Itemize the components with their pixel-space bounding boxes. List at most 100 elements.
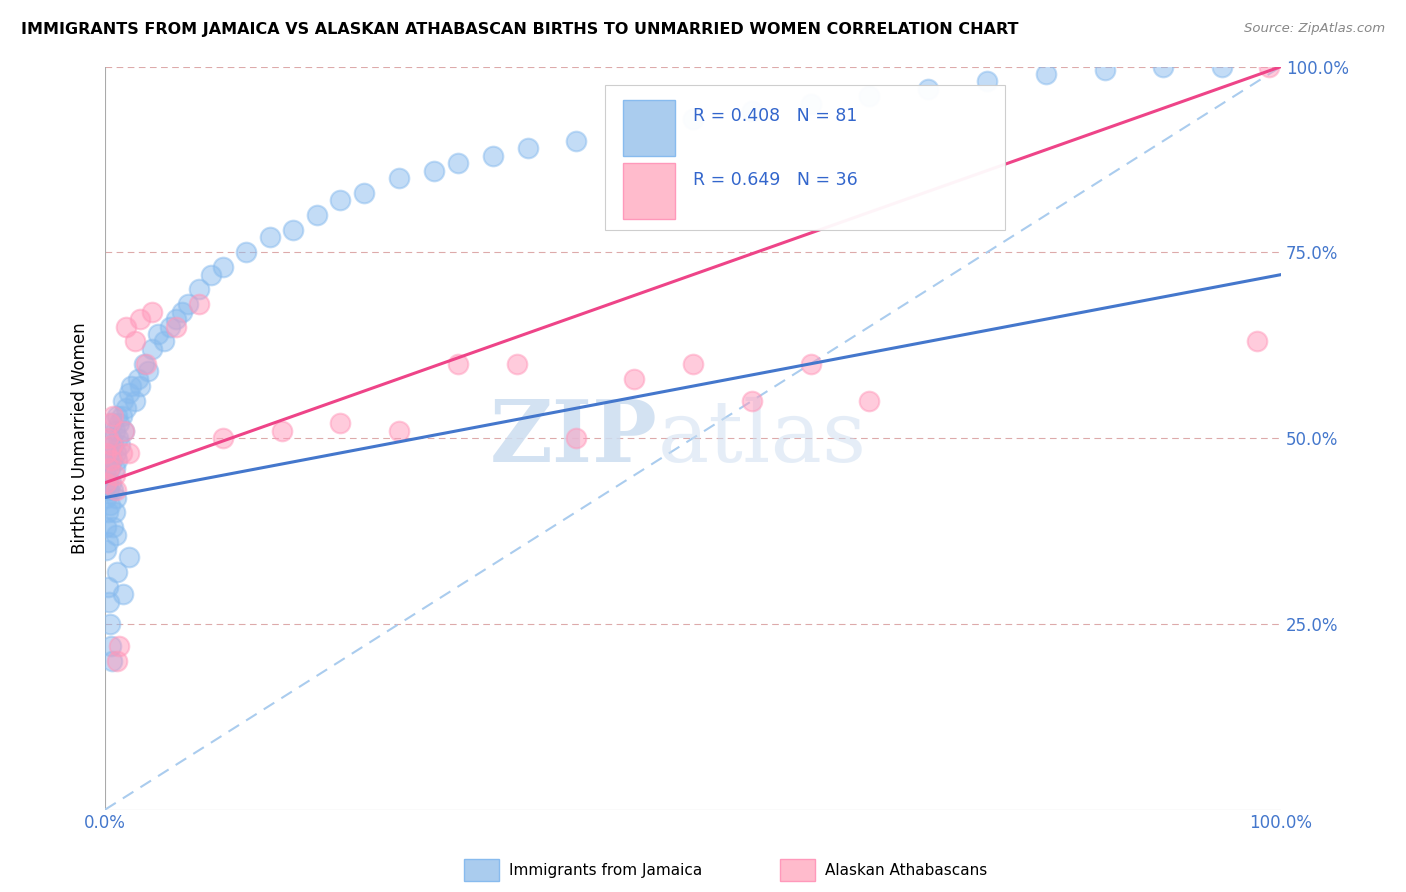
Text: IMMIGRANTS FROM JAMAICA VS ALASKAN ATHABASCAN BIRTHS TO UNMARRIED WOMEN CORRELAT: IMMIGRANTS FROM JAMAICA VS ALASKAN ATHAB… <box>21 22 1018 37</box>
Point <box>188 283 211 297</box>
Point <box>110 438 132 452</box>
Point <box>104 527 127 541</box>
Point <box>447 156 470 170</box>
FancyBboxPatch shape <box>605 85 1005 230</box>
FancyBboxPatch shape <box>623 163 675 219</box>
Point <box>111 409 134 423</box>
Point <box>96 520 118 534</box>
Point <box>211 431 233 445</box>
FancyBboxPatch shape <box>623 100 675 156</box>
Point <box>100 639 122 653</box>
Point <box>104 460 127 475</box>
Point <box>129 379 152 393</box>
Point <box>482 149 505 163</box>
Point <box>105 565 128 579</box>
Point <box>917 82 939 96</box>
Point <box>329 416 352 430</box>
Point <box>111 446 134 460</box>
Point <box>104 483 127 497</box>
Point <box>159 319 181 334</box>
Point <box>127 371 149 385</box>
Point <box>200 268 222 282</box>
Point <box>623 119 645 133</box>
Point <box>682 357 704 371</box>
Point <box>96 446 118 460</box>
Point <box>103 520 125 534</box>
Point <box>353 186 375 200</box>
Point <box>120 379 142 393</box>
Point <box>118 549 141 564</box>
Point <box>170 305 193 319</box>
Point <box>235 245 257 260</box>
Point <box>517 141 540 155</box>
Point <box>101 438 124 452</box>
Point <box>96 468 118 483</box>
Point <box>98 460 121 475</box>
Point <box>115 401 138 416</box>
Point <box>104 424 127 438</box>
Point <box>97 505 120 519</box>
Point <box>115 319 138 334</box>
Point <box>108 416 131 430</box>
Point <box>564 431 586 445</box>
Point <box>1094 63 1116 78</box>
Point <box>129 312 152 326</box>
Point <box>741 393 763 408</box>
Point <box>858 393 880 408</box>
Text: Alaskan Athabascans: Alaskan Athabascans <box>825 863 987 878</box>
Point <box>98 498 121 512</box>
Point <box>96 491 118 505</box>
Y-axis label: Births to Unmarried Women: Births to Unmarried Women <box>72 322 89 554</box>
Point <box>132 357 155 371</box>
Text: R = 0.649   N = 36: R = 0.649 N = 36 <box>693 170 858 188</box>
Point <box>98 616 121 631</box>
Point <box>97 475 120 490</box>
Point <box>146 327 169 342</box>
Text: ZIP: ZIP <box>491 396 658 480</box>
Text: Source: ZipAtlas.com: Source: ZipAtlas.com <box>1244 22 1385 36</box>
Point <box>800 96 823 111</box>
Point <box>108 639 131 653</box>
Point <box>112 424 135 438</box>
Point <box>623 371 645 385</box>
Point <box>100 453 122 467</box>
Point <box>97 460 120 475</box>
Point <box>388 424 411 438</box>
Point <box>111 393 134 408</box>
Point <box>682 112 704 126</box>
Point <box>100 431 122 445</box>
Point <box>97 594 120 608</box>
Point <box>100 475 122 490</box>
Point <box>976 74 998 88</box>
Point <box>107 431 129 445</box>
Point <box>283 223 305 237</box>
Point <box>105 409 128 423</box>
Point <box>103 438 125 452</box>
Point <box>136 364 159 378</box>
Point <box>104 505 127 519</box>
Point <box>423 163 446 178</box>
Point <box>800 357 823 371</box>
Point <box>97 535 120 549</box>
Text: Immigrants from Jamaica: Immigrants from Jamaica <box>509 863 702 878</box>
Point <box>98 416 121 430</box>
Point <box>165 312 187 326</box>
Point <box>103 409 125 423</box>
Point <box>105 654 128 668</box>
Text: R = 0.408   N = 81: R = 0.408 N = 81 <box>693 107 858 126</box>
Point <box>1035 67 1057 81</box>
Point <box>104 491 127 505</box>
Point <box>564 134 586 148</box>
Point <box>259 230 281 244</box>
Point <box>104 468 127 483</box>
Point <box>118 386 141 401</box>
Point <box>112 424 135 438</box>
Point <box>858 89 880 103</box>
Point <box>141 305 163 319</box>
Point <box>388 171 411 186</box>
Point <box>97 483 120 497</box>
Point <box>97 580 120 594</box>
Point <box>188 297 211 311</box>
Point <box>506 357 529 371</box>
Point <box>447 357 470 371</box>
